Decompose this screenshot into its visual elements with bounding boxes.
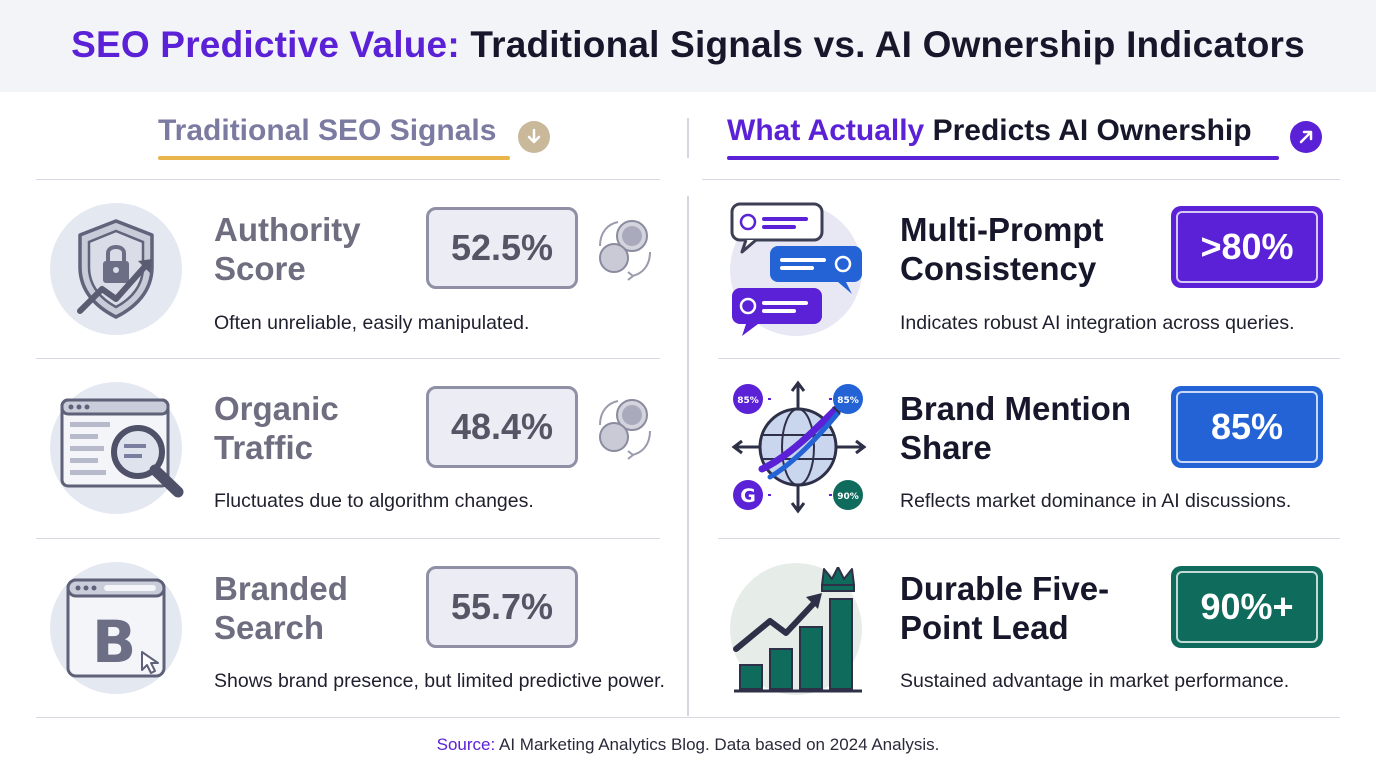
metric-value: 85% <box>1210 406 1284 447</box>
row-divider <box>36 179 660 180</box>
metric-description: Reflects market dominance in AI discussi… <box>900 490 1292 512</box>
row-divider <box>36 358 660 359</box>
row-divider <box>718 358 1340 359</box>
arrow-up-right-icon <box>1290 121 1322 153</box>
metric-description: Shows brand presence, but limited predic… <box>214 670 665 692</box>
metric-value: 52.5% <box>450 227 554 268</box>
list-item-brand-mention-share: 85% 85% G 90% Brand Mention Share 85% Re… <box>702 359 1340 537</box>
metric-value-box: 48.4% <box>426 386 578 468</box>
metric-value-box: >80% <box>1171 206 1323 288</box>
metric-value-box: 85% <box>1171 386 1323 468</box>
chat-bubbles-icon <box>728 200 868 340</box>
arrow-down-icon <box>518 121 550 153</box>
metric-value: >80% <box>1200 226 1294 267</box>
metric-value-box: 52.5% <box>426 207 578 289</box>
metric-name: Branded Search <box>214 570 348 646</box>
metric-name: Organic Traffic <box>214 390 339 466</box>
metric-name: Multi-Prompt Consistency <box>900 211 1104 287</box>
title-accent: SEO Predictive Value: <box>71 24 460 65</box>
metric-name: Brand Mention Share <box>900 390 1131 466</box>
page-title: SEO Predictive Value: Traditional Signal… <box>0 24 1376 66</box>
shield-lock-icon <box>50 203 182 335</box>
metric-description: Indicates robust AI integration across q… <box>900 312 1295 334</box>
list-item-multi-prompt-consistency: Multi-Prompt Consistency >80% Indicates … <box>702 180 1340 358</box>
right-heading-rest: Predicts AI Ownership <box>932 114 1252 147</box>
list-item-durable-five-point-lead: Durable Five-Point Lead 90%+ Sustained a… <box>702 539 1340 717</box>
metric-value-box: 90%+ <box>1171 566 1323 648</box>
metric-value-box: 55.7% <box>426 566 578 648</box>
right-column-heading: What Actually Predicts AI Ownership <box>727 114 1252 158</box>
globe-network-icon: 85% 85% G 90% <box>728 377 874 517</box>
browser-magnifier-icon <box>50 382 184 514</box>
metric-value: 90%+ <box>1200 586 1294 627</box>
branded-b-icon: B <box>50 562 182 694</box>
list-item-branded-search: B Branded Search 55.7% Shows brand prese… <box>36 539 665 717</box>
metric-name: Durable Five-Point Lead <box>900 570 1110 646</box>
metric-name: Authority Score <box>214 211 361 287</box>
coin-cycle-icon <box>592 214 658 284</box>
svg-text:B: B <box>92 608 136 676</box>
coin-cycle-icon <box>592 393 658 463</box>
badge-value: 85% <box>837 396 859 406</box>
left-heading-underline <box>158 156 510 160</box>
badge-value: 90% <box>837 492 859 502</box>
source-label: Source: <box>436 735 496 754</box>
header-band <box>0 0 1376 92</box>
list-item-authority-score: Authority Score 52.5% Often unreliable, … <box>36 180 660 358</box>
metric-value: 48.4% <box>450 406 554 447</box>
source-text: AI Marketing Analytics Blog. Data based … <box>499 735 940 754</box>
row-divider <box>36 538 660 539</box>
growth-chart-crown-icon <box>728 566 874 697</box>
row-divider <box>718 538 1340 539</box>
right-heading-highlight: What Actually <box>727 114 925 147</box>
column-divider <box>687 196 689 716</box>
right-heading-underline <box>727 156 1279 160</box>
row-divider <box>702 179 1340 180</box>
badge-letter: G <box>740 485 756 507</box>
metric-description: Fluctuates due to algorithm changes. <box>214 490 534 512</box>
title-rest: Traditional Signals vs. AI Ownership Ind… <box>470 24 1305 65</box>
metric-description: Often unreliable, easily manipulated. <box>214 312 530 334</box>
badge-value: 85% <box>737 396 759 406</box>
left-column-heading: Traditional SEO Signals <box>158 114 497 147</box>
header-divider <box>687 118 689 158</box>
list-item-organic-traffic: Organic Traffic 48.4% Fluctuates due to … <box>36 359 660 537</box>
metric-description: Sustained advantage in market performanc… <box>900 670 1290 692</box>
row-divider <box>36 717 1340 718</box>
metric-value: 55.7% <box>450 586 554 627</box>
source-footnote: Source: AI Marketing Analytics Blog. Dat… <box>0 735 1376 755</box>
